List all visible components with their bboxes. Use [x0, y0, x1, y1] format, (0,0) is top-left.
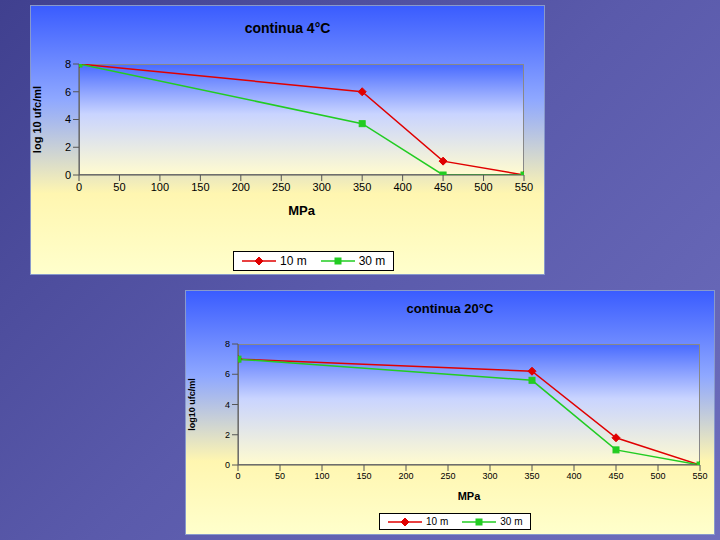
svg-text:2: 2 — [65, 141, 71, 153]
svg-text:500: 500 — [474, 181, 492, 193]
html-text:continua 20°C: continua 20°C — [406, 301, 494, 316]
svg-text:50: 50 — [113, 181, 125, 193]
svg-text:log 10 ufc/ml: log 10 ufc/ml — [31, 86, 43, 153]
svg-text:350: 350 — [353, 181, 371, 193]
svg-text:6: 6 — [65, 86, 71, 98]
svg-text:0: 0 — [235, 471, 240, 481]
svg-text:50: 50 — [275, 471, 285, 481]
svg-text:400: 400 — [393, 181, 411, 193]
svg-text:log10 ufc/ml: log10 ufc/ml — [187, 378, 197, 431]
svg-text:200: 200 — [398, 471, 413, 481]
svg-text:MPa: MPa — [288, 203, 316, 218]
svg-text:0: 0 — [225, 460, 230, 470]
svg-text:400: 400 — [566, 471, 581, 481]
svg-text:150: 150 — [191, 181, 209, 193]
svg-text:100: 100 — [314, 471, 329, 481]
svg-text:200: 200 — [232, 181, 250, 193]
svg-text:300: 300 — [482, 471, 497, 481]
svg-text:350: 350 — [524, 471, 539, 481]
svg-text:2: 2 — [225, 430, 230, 440]
svg-text:0: 0 — [76, 181, 82, 193]
svg-text:250: 250 — [272, 181, 290, 193]
svg-text:8: 8 — [225, 339, 230, 349]
svg-text:550: 550 — [515, 181, 533, 193]
svg-text:8: 8 — [65, 58, 71, 70]
svg-text:4: 4 — [225, 400, 230, 410]
svg-text:MPa: MPa — [458, 490, 482, 502]
svg-text:150: 150 — [356, 471, 371, 481]
html-text:30 m: 30 m — [500, 516, 523, 527]
svg-text:500: 500 — [650, 471, 665, 481]
svg-text:250: 250 — [440, 471, 455, 481]
html-text:continua 4°C: continua 4°C — [244, 20, 331, 36]
svg-text:450: 450 — [608, 471, 623, 481]
svg-text:100: 100 — [151, 181, 169, 193]
svg-text:300: 300 — [313, 181, 331, 193]
svg-text:550: 550 — [692, 471, 707, 481]
svg-text:0: 0 — [65, 169, 71, 181]
html-text:30 m: 30 m — [358, 254, 386, 268]
svg-text:450: 450 — [434, 181, 452, 193]
html-text:10 m: 10 m — [426, 516, 449, 527]
svg-text:4: 4 — [65, 113, 71, 125]
html-text:10 m: 10 m — [280, 254, 307, 268]
svg-text:6: 6 — [225, 369, 230, 379]
